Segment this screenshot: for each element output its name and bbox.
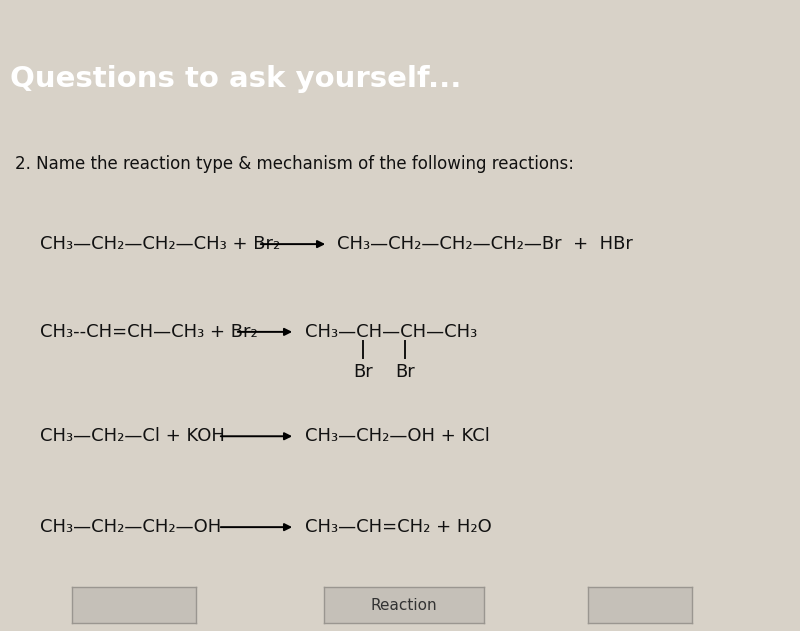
Text: Reaction: Reaction [370,598,438,613]
Text: CH₃—CH₂—CH₂—CH₂—Br  +  HBr: CH₃—CH₂—CH₂—CH₂—Br + HBr [337,235,633,253]
Text: CH₃—CH₂—CH₂—OH: CH₃—CH₂—CH₂—OH [40,518,222,536]
Text: 2. Name the reaction type & mechanism of the following reactions:: 2. Name the reaction type & mechanism of… [15,155,574,173]
Text: CH₃—CH—CH—CH₃: CH₃—CH—CH—CH₃ [305,323,478,341]
Text: CH₃--CH=CH—CH₃ + Br₂: CH₃--CH=CH—CH₃ + Br₂ [40,323,258,341]
Text: Br: Br [395,363,414,381]
Text: CH₃—CH₂—Cl + KOH: CH₃—CH₂—Cl + KOH [40,427,225,445]
Text: CH₃—CH₂—CH₂—CH₃ + Br₂: CH₃—CH₂—CH₂—CH₃ + Br₂ [40,235,280,253]
Text: CH₃—CH₂—OH + KCl: CH₃—CH₂—OH + KCl [305,427,490,445]
Text: Br: Br [353,363,373,381]
Text: Questions to ask yourself...: Questions to ask yourself... [10,65,461,93]
Text: CH₃—CH=CH₂ + H₂O: CH₃—CH=CH₂ + H₂O [305,518,492,536]
